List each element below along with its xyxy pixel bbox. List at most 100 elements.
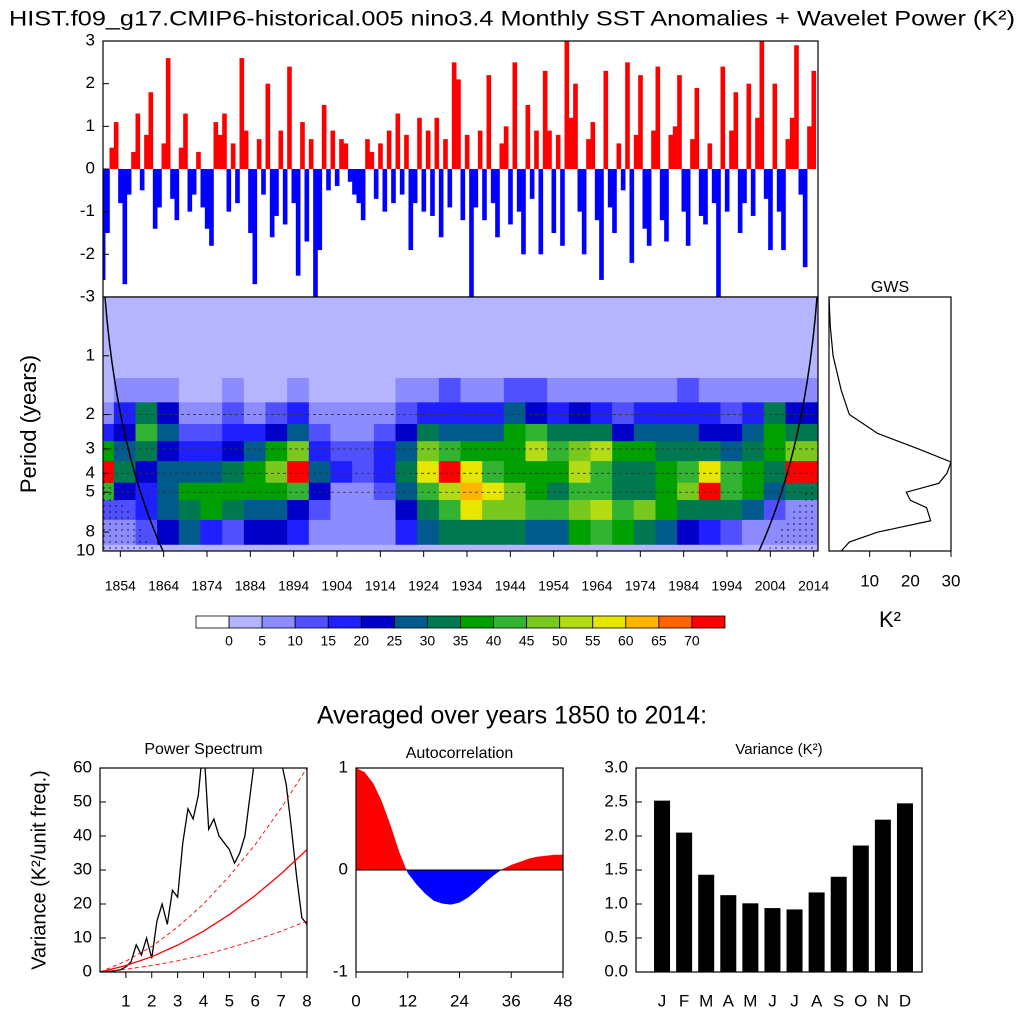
power-cell [200, 402, 223, 425]
colorbar-box [493, 615, 528, 629]
power-cell [525, 402, 548, 425]
power-cell [655, 377, 678, 403]
power-cell [742, 482, 765, 501]
power-cell [222, 461, 245, 484]
anomaly-bar [105, 169, 110, 233]
anomaly-bar [239, 58, 245, 169]
power-cell [698, 499, 721, 521]
y-axis-label: Variance (K²/unit freq.) [28, 770, 50, 970]
y-tick-label: 1.0 [604, 893, 628, 912]
power-cell [590, 499, 613, 521]
power-cell [200, 482, 223, 501]
power-cell [135, 461, 158, 484]
power-cell [677, 482, 700, 501]
anomaly-bar [339, 139, 344, 169]
anomaly-bar [343, 143, 349, 169]
anomaly-bar [477, 130, 483, 169]
anomaly-bar [516, 169, 522, 212]
power-cell [222, 482, 245, 501]
anomaly-bar [677, 75, 682, 169]
power-cell [547, 424, 570, 442]
y-tick-label: 30 [73, 859, 92, 878]
bar [742, 903, 759, 972]
anomaly-bar [703, 169, 708, 225]
power-cell [330, 377, 353, 403]
power-cell [525, 482, 548, 501]
power-cell [547, 499, 570, 521]
power-cell [677, 499, 700, 521]
anomaly-bar [724, 169, 730, 212]
power-cell [265, 402, 288, 425]
x-tick-label: 1884 [235, 578, 266, 594]
power-cell [677, 377, 700, 403]
anomaly-bar [248, 169, 253, 233]
anomaly-bar [581, 169, 587, 255]
power-cell [178, 377, 201, 403]
anomaly-bar [373, 169, 379, 199]
anomaly-bar [542, 70, 548, 169]
power-cell [763, 461, 786, 484]
bar [720, 895, 737, 972]
anomaly-bar [681, 169, 687, 212]
anomaly-bar [278, 130, 284, 169]
anomaly-bar [282, 169, 288, 225]
power-cell [763, 377, 786, 403]
cone-of-influence [103, 296, 818, 552]
power-cell [308, 441, 331, 462]
anomaly-bar [152, 169, 158, 229]
anomaly-bar [638, 75, 643, 169]
power-cell [742, 441, 765, 462]
power-cell [417, 499, 440, 521]
power-cell [417, 377, 440, 403]
power-cell [633, 482, 656, 501]
power-cell [482, 424, 505, 442]
power-cell [655, 424, 678, 442]
y-tick-label: 1.5 [604, 859, 628, 878]
power-cell [200, 441, 223, 462]
anomaly-bar [720, 66, 726, 169]
power-cell [417, 461, 440, 484]
anomaly-bar [789, 117, 795, 169]
y-tick-label: 3.0 [604, 757, 628, 776]
anomaly-bar [590, 122, 596, 169]
power-cell [352, 519, 375, 545]
power-cell [178, 441, 201, 462]
power-cell [135, 402, 158, 425]
anomaly-bar [230, 143, 236, 169]
power-cell [612, 499, 635, 521]
power-cell [720, 424, 743, 442]
anomaly-bar [352, 169, 357, 195]
power-cell [373, 482, 396, 501]
anomaly-bar [750, 169, 756, 216]
power-cell [655, 482, 678, 501]
anomaly-bar [118, 169, 123, 204]
power-cell [308, 519, 331, 545]
power-cell [590, 377, 613, 403]
anomaly-bar [304, 169, 310, 242]
anomaly-bar [408, 169, 414, 251]
anomaly-bar [261, 169, 266, 195]
power-cell [417, 441, 440, 462]
power-cell [352, 499, 375, 521]
anomaly-bar [161, 143, 167, 169]
power-cell [720, 499, 743, 521]
colorbar-label: 20 [354, 633, 370, 649]
colorbar-label: 5 [258, 633, 266, 649]
x-tick-label: 1894 [278, 578, 309, 594]
anomaly-bar [486, 75, 492, 169]
anomaly-bar [551, 169, 557, 233]
anomaly-bar [295, 169, 301, 276]
x-tick-label: D [899, 991, 911, 1010]
anomaly-bar [807, 126, 812, 169]
power-cell [460, 461, 483, 484]
anomaly-bar [417, 117, 422, 169]
anomaly-bar [404, 134, 409, 169]
power-cell [438, 402, 461, 425]
power-cell [525, 377, 548, 403]
power-cell [373, 424, 396, 442]
power-cell [330, 461, 353, 484]
x-tick-label: N [877, 991, 889, 1010]
power-cell [503, 441, 526, 462]
y-tick-label: 2 [86, 404, 95, 423]
